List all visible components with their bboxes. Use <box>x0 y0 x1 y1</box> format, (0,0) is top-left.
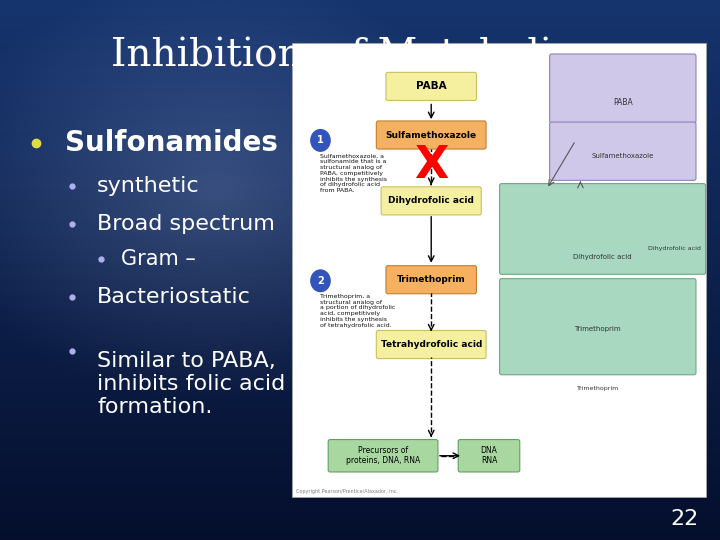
Text: Similar to PABA,
inhibits folic acid
formation.: Similar to PABA, inhibits folic acid for… <box>97 351 285 417</box>
FancyBboxPatch shape <box>292 43 706 497</box>
Text: Sulfamethoxazole: Sulfamethoxazole <box>592 152 654 159</box>
Text: Precursors of
proteins, DNA, RNA: Precursors of proteins, DNA, RNA <box>346 446 420 465</box>
Text: Sulfamethoxazole, a
sulfonamide that is a
structural analog of
PABA, competitive: Sulfamethoxazole, a sulfonamide that is … <box>320 153 387 193</box>
Text: Bacteriostatic: Bacteriostatic <box>97 287 251 307</box>
Text: Trimethoprim: Trimethoprim <box>575 326 621 333</box>
Circle shape <box>311 130 330 151</box>
Text: DNA
RNA: DNA RNA <box>480 446 498 465</box>
Text: Dihydrofolic acid: Dihydrofolic acid <box>388 197 474 205</box>
FancyBboxPatch shape <box>381 187 481 215</box>
Text: Copyright Pearson/Prentice/Alaxador, Inc.: Copyright Pearson/Prentice/Alaxador, Inc… <box>297 489 398 494</box>
Text: Gram –: Gram – <box>121 249 196 269</box>
Text: Sulfonamides: Sulfonamides <box>65 129 278 157</box>
Text: Trimethoprim: Trimethoprim <box>397 275 466 284</box>
FancyBboxPatch shape <box>328 440 438 472</box>
FancyBboxPatch shape <box>458 440 520 472</box>
FancyBboxPatch shape <box>377 121 486 149</box>
FancyBboxPatch shape <box>549 122 696 180</box>
Text: Trimethoprim: Trimethoprim <box>577 386 619 391</box>
Text: Sulfamethoxazole: Sulfamethoxazole <box>386 131 477 139</box>
Text: 2: 2 <box>317 276 324 286</box>
Text: X: X <box>414 144 449 187</box>
Text: PABA: PABA <box>416 82 446 91</box>
FancyBboxPatch shape <box>500 279 696 375</box>
Text: Tetrahydrofolic acid: Tetrahydrofolic acid <box>380 340 482 349</box>
FancyBboxPatch shape <box>377 330 486 359</box>
Circle shape <box>311 270 330 292</box>
Text: PABA: PABA <box>613 98 633 107</box>
Text: Inhibition  of Metabolism: Inhibition of Metabolism <box>111 38 609 75</box>
Text: Broad spectrum: Broad spectrum <box>97 214 275 234</box>
FancyBboxPatch shape <box>386 266 477 294</box>
FancyBboxPatch shape <box>500 184 706 274</box>
Text: Dihydrofolic acid: Dihydrofolic acid <box>648 246 701 251</box>
FancyBboxPatch shape <box>386 72 477 100</box>
Text: Dihydrofolic acid: Dihydrofolic acid <box>573 254 632 260</box>
FancyBboxPatch shape <box>549 54 696 123</box>
Text: Trimethoprim, a
structural analog of
a portion of dihydrofolic
acid, competitive: Trimethoprim, a structural analog of a p… <box>320 294 396 328</box>
Text: 1: 1 <box>317 136 324 145</box>
Text: 22: 22 <box>670 509 698 529</box>
Text: synthetic: synthetic <box>97 176 200 197</box>
